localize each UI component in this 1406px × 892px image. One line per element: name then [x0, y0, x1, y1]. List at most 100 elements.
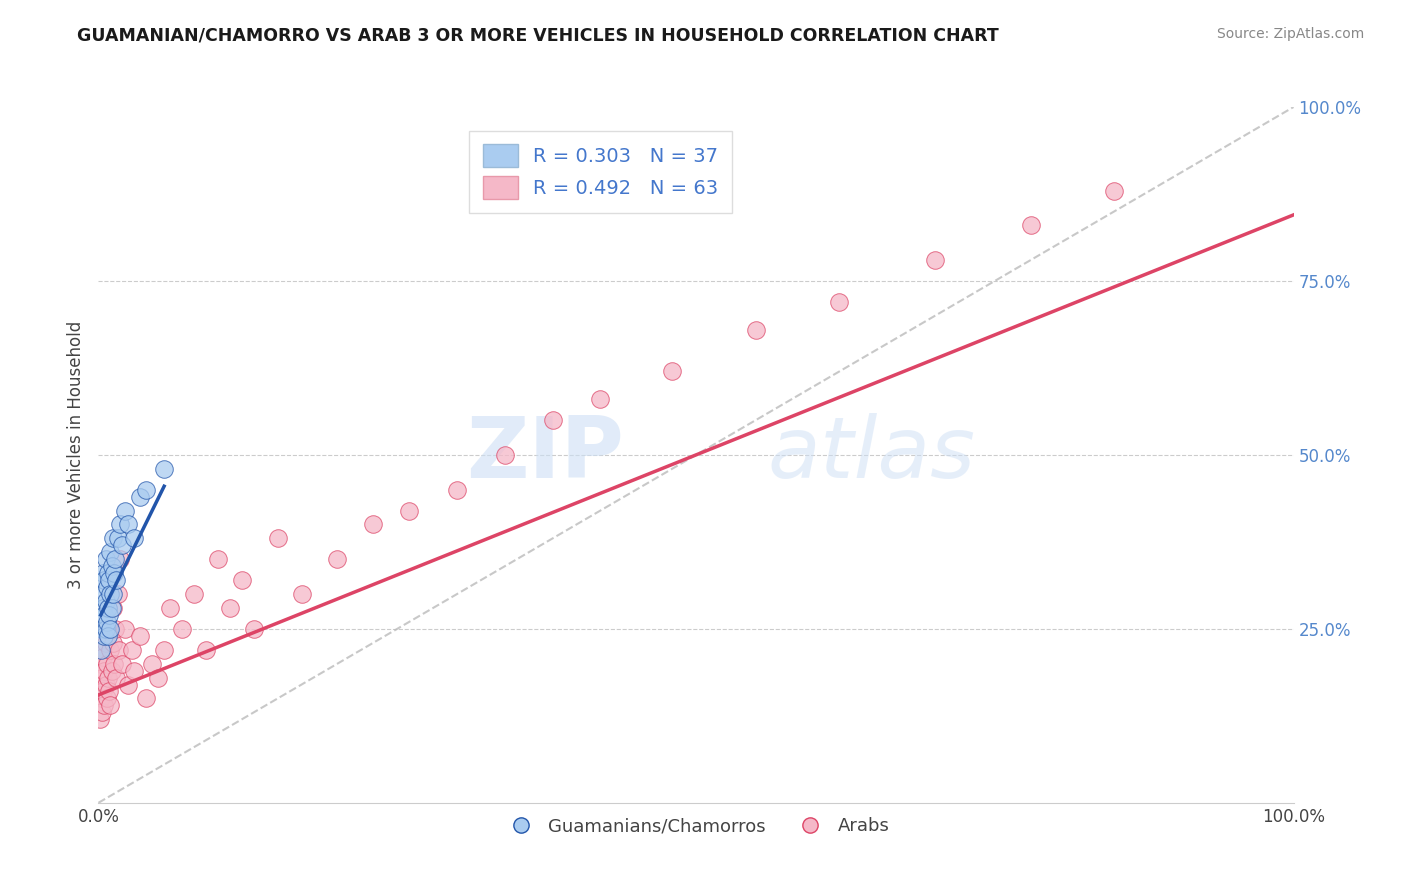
Point — [828, 294, 851, 309]
Point — [231, 573, 253, 587]
Point — [91, 684, 114, 698]
Point — [97, 671, 120, 685]
Point — [96, 580, 118, 594]
Point — [541, 413, 564, 427]
Point — [111, 657, 134, 671]
Point — [91, 649, 114, 664]
Point — [94, 622, 117, 636]
Point — [93, 607, 115, 622]
Point — [91, 706, 114, 720]
Point — [207, 552, 229, 566]
Point — [326, 552, 349, 566]
Point — [89, 712, 111, 726]
Point — [129, 490, 152, 504]
Point — [91, 671, 114, 685]
Point — [91, 622, 114, 636]
Point — [98, 642, 122, 657]
Point — [111, 538, 134, 552]
Point — [103, 657, 125, 671]
Point — [93, 629, 115, 643]
Point — [96, 657, 118, 671]
Point — [98, 545, 122, 559]
Point — [94, 636, 117, 650]
Point — [101, 532, 124, 546]
Point — [94, 594, 117, 608]
Point — [117, 677, 139, 691]
Point — [398, 503, 420, 517]
Text: Source: ZipAtlas.com: Source: ZipAtlas.com — [1216, 27, 1364, 41]
Point — [103, 566, 125, 581]
Point — [90, 691, 112, 706]
Point — [100, 664, 122, 678]
Point — [93, 664, 115, 678]
Point — [129, 629, 152, 643]
Point — [124, 532, 146, 546]
Point — [98, 684, 121, 698]
Point — [661, 364, 683, 378]
Point — [104, 552, 127, 566]
Point — [589, 392, 612, 407]
Point — [89, 677, 111, 691]
Point — [105, 671, 128, 685]
Point — [94, 552, 117, 566]
Point — [107, 642, 129, 657]
Point — [745, 323, 768, 337]
Point — [141, 657, 163, 671]
Point — [124, 664, 146, 678]
Point — [91, 601, 114, 615]
Point — [91, 587, 114, 601]
Point — [924, 253, 946, 268]
Point — [98, 587, 122, 601]
Point — [108, 517, 131, 532]
Point — [93, 698, 115, 713]
Point — [135, 483, 157, 497]
Point — [91, 642, 114, 657]
Y-axis label: 3 or more Vehicles in Household: 3 or more Vehicles in Household — [66, 321, 84, 589]
Point — [93, 573, 115, 587]
Point — [91, 566, 114, 581]
Point — [172, 622, 194, 636]
Point — [363, 517, 385, 532]
Point — [98, 607, 121, 622]
Point — [101, 587, 124, 601]
Point — [153, 642, 176, 657]
Point — [93, 629, 115, 643]
Point — [97, 601, 120, 615]
Point — [96, 615, 118, 629]
Point — [135, 691, 157, 706]
Point — [98, 573, 121, 587]
Point — [1019, 219, 1042, 233]
Text: GUAMANIAN/CHAMORRO VS ARAB 3 OR MORE VEHICLES IN HOUSEHOLD CORRELATION CHART: GUAMANIAN/CHAMORRO VS ARAB 3 OR MORE VEH… — [77, 27, 1000, 45]
Point — [195, 642, 218, 657]
Point — [148, 671, 170, 685]
Text: atlas: atlas — [768, 413, 976, 497]
Point — [107, 532, 129, 546]
Point — [446, 483, 468, 497]
Point — [153, 462, 176, 476]
Point — [100, 601, 122, 615]
Point — [108, 552, 131, 566]
Point — [97, 622, 120, 636]
Point — [94, 677, 117, 691]
Point — [117, 517, 139, 532]
Point — [114, 622, 136, 636]
Point — [291, 587, 314, 601]
Point — [97, 566, 120, 581]
Point — [219, 601, 242, 615]
Point — [90, 642, 112, 657]
Point — [267, 532, 290, 546]
Point — [159, 601, 181, 615]
Text: ZIP: ZIP — [467, 413, 624, 497]
Point — [105, 573, 128, 587]
Point — [96, 691, 118, 706]
Point — [104, 622, 127, 636]
Point — [494, 448, 516, 462]
Point — [97, 629, 120, 643]
Point — [98, 698, 122, 713]
Point — [183, 587, 205, 601]
Point — [243, 622, 266, 636]
Legend: Guamanians/Chamorros, Arabs: Guamanians/Chamorros, Arabs — [495, 810, 897, 842]
Point — [1104, 184, 1126, 198]
Point — [114, 503, 136, 517]
Point — [90, 657, 112, 671]
